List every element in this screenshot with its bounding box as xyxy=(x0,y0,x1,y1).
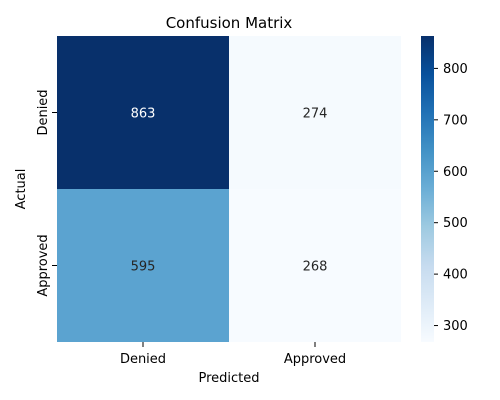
colorbar-ticks: 300 400 500 600 700 800 xyxy=(434,62,468,334)
x-tick-label: Denied xyxy=(120,352,166,367)
colorbar-tick-label: 800 xyxy=(443,62,468,77)
y-tick-label: Denied xyxy=(36,89,51,135)
cell-value-label: 863 xyxy=(131,107,156,122)
heatmap-cell xyxy=(57,36,229,189)
x-tick-label: Approved xyxy=(284,352,346,367)
y-axis-ticks: Denied Approved xyxy=(36,89,57,297)
colorbar-tick-label: 700 xyxy=(443,113,468,128)
heatmap-cell xyxy=(229,36,401,189)
heatmap-cell xyxy=(229,189,401,342)
y-tick-label: Approved xyxy=(36,234,51,296)
heatmap-cell-labels: 863 274 595 268 xyxy=(131,107,328,275)
heatmap-cells xyxy=(57,36,401,342)
cell-value-label: 268 xyxy=(303,260,328,275)
colorbar-tick-label: 300 xyxy=(443,319,468,334)
colorbar-tick-label: 500 xyxy=(443,216,468,231)
heatmap-cell xyxy=(57,189,229,342)
colorbar xyxy=(421,36,434,342)
colorbar-tick-label: 600 xyxy=(443,165,468,180)
y-axis-label: Actual xyxy=(14,169,29,210)
cell-value-label: 595 xyxy=(131,260,156,275)
cell-value-label: 274 xyxy=(303,107,328,122)
colorbar-tick-label: 400 xyxy=(443,268,468,283)
x-axis-label: Predicted xyxy=(198,371,259,386)
x-axis-ticks: Denied Approved xyxy=(120,342,346,367)
chart-title: Confusion Matrix xyxy=(166,14,293,32)
